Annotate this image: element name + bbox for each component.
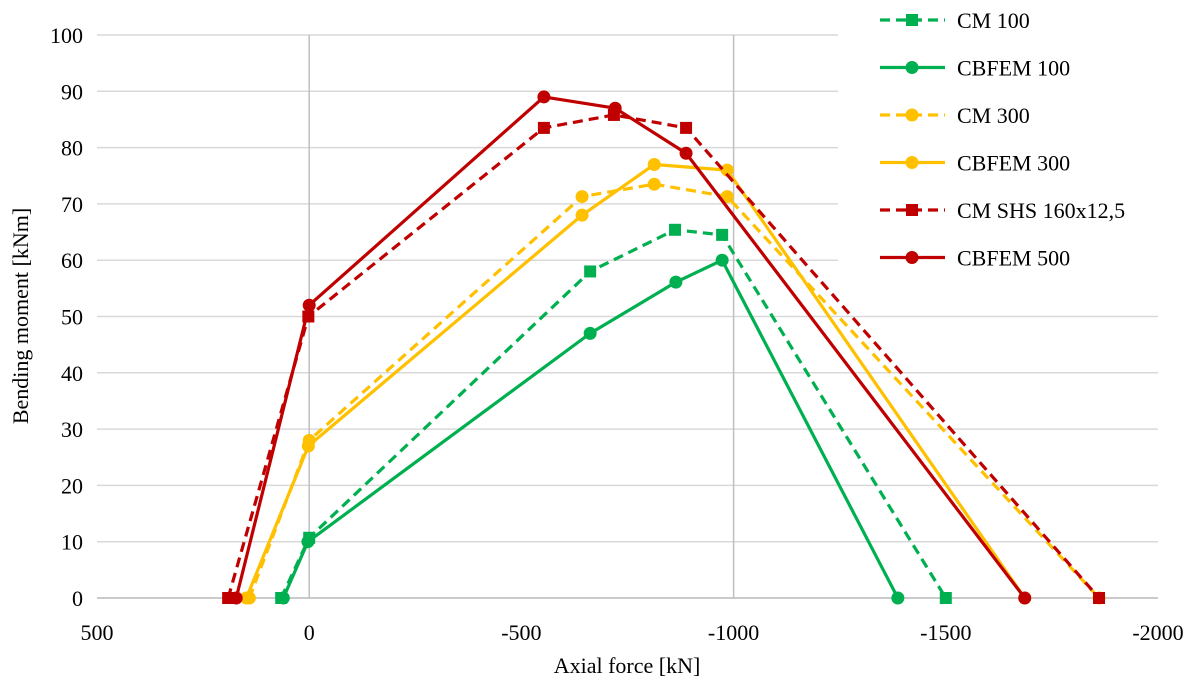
x-tick-label: -500	[501, 620, 541, 645]
data-point	[301, 439, 315, 453]
y-tick-label: 90	[61, 79, 83, 104]
y-tick-label: 0	[72, 586, 83, 611]
data-point	[669, 275, 683, 289]
legend-label: CBFEM 300	[957, 151, 1070, 176]
data-point	[276, 591, 290, 605]
data-point	[720, 163, 734, 177]
series-line	[244, 162, 1027, 599]
y-tick-label: 100	[50, 23, 83, 48]
legend-label: CM 100	[957, 8, 1030, 33]
x-axis-title: Axial force [kN]	[554, 653, 701, 678]
y-tick-label: 70	[61, 192, 83, 217]
series-line	[247, 182, 1101, 600]
data-point	[537, 90, 551, 104]
data-point	[939, 592, 952, 604]
legend-marker	[905, 108, 919, 122]
legend-label: CM SHS 160x12,5	[957, 198, 1125, 223]
data-point	[680, 121, 693, 134]
legend-marker	[906, 204, 918, 216]
y-tick-label: 20	[61, 473, 83, 498]
legend-marker	[905, 61, 919, 74]
data-point	[1093, 592, 1106, 604]
data-point	[239, 591, 253, 605]
series-line	[279, 228, 948, 599]
y-tick-label: 60	[61, 248, 83, 273]
x-tick-label: -1500	[920, 620, 971, 645]
data-point	[669, 223, 682, 236]
series-line	[234, 95, 1027, 599]
data-point	[301, 535, 315, 549]
y-tick-label: 30	[61, 417, 83, 442]
legend-label: CM 300	[957, 103, 1030, 128]
legend-marker	[905, 156, 919, 169]
legend-background	[838, 0, 1201, 282]
data-point	[715, 253, 729, 267]
data-point	[608, 101, 622, 115]
series-layer	[222, 90, 1106, 605]
x-tick-label: -2000	[1132, 620, 1183, 645]
y-tick-label: 80	[61, 136, 83, 161]
legend: CM 100 CBFEM 100 CM 300 CBFEM 300 CM SHS 160…	[838, 0, 1201, 282]
x-tick-label: 500	[81, 620, 114, 645]
data-point	[302, 298, 316, 312]
series-cbfem-100	[276, 253, 905, 605]
legend-marker	[906, 14, 918, 26]
y-tick-label: 10	[61, 530, 83, 555]
tick-labels: 0 10 20 30 40 50 60 70 80 90 100 500 0 -500 -1000 -1500…	[50, 23, 1184, 645]
legend-label: CBFEM 100	[957, 56, 1070, 81]
data-point	[716, 228, 729, 241]
data-point	[575, 208, 589, 222]
data-point	[1018, 591, 1032, 605]
series-cbfem-500	[229, 90, 1032, 605]
data-point	[891, 591, 905, 605]
legend-label: CBFEM 500	[957, 246, 1070, 271]
x-tick-label: 0	[304, 620, 315, 645]
data-point	[679, 146, 693, 160]
x-tick-label: -1000	[708, 620, 759, 645]
data-point	[229, 591, 243, 605]
data-point	[647, 177, 661, 191]
y-tick-label: 50	[61, 305, 83, 330]
y-tick-label: 40	[61, 361, 83, 386]
data-point	[583, 326, 597, 340]
data-point	[575, 190, 589, 204]
data-point	[584, 265, 597, 278]
data-point	[720, 190, 734, 204]
series-line	[281, 258, 900, 599]
y-axis-title: Bending moment [kNm]	[8, 208, 33, 424]
legend-marker	[905, 251, 919, 264]
data-point	[537, 121, 550, 134]
data-point	[647, 157, 661, 171]
